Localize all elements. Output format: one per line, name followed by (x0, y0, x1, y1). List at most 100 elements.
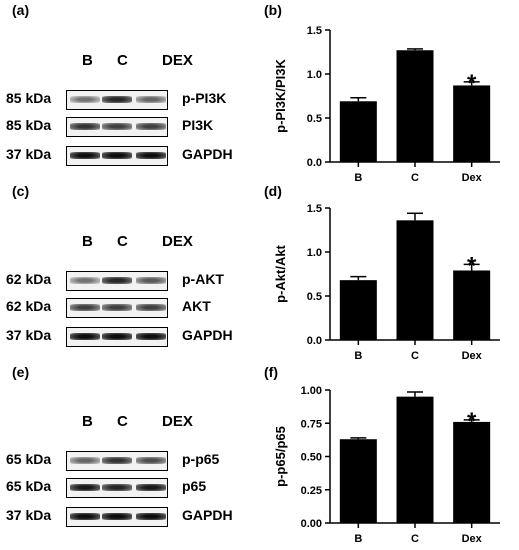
blot-band (102, 152, 132, 159)
blot-band (70, 123, 100, 130)
blot-band (70, 457, 100, 464)
bar (396, 50, 434, 162)
y-tick-label: 0.75 (301, 418, 322, 430)
blot-band (136, 457, 166, 464)
blot-band (70, 277, 100, 284)
significance-marker: * (467, 252, 477, 279)
protein-label: p65 (182, 478, 207, 494)
x-tick-label: Dex (462, 533, 483, 545)
bar (453, 85, 491, 162)
y-tick-label: 0.5 (307, 113, 322, 125)
blot-band (70, 484, 100, 491)
blot-band (102, 457, 132, 464)
blot-band (102, 484, 132, 491)
protein-label: p-p65 (182, 451, 220, 467)
panel-label-c: (c) (12, 183, 30, 199)
lane-label: C (117, 52, 128, 69)
x-tick-label: Dex (462, 350, 483, 362)
y-tick-label: 0.50 (301, 452, 322, 464)
y-tick-label: 0.5 (307, 291, 322, 303)
x-tick-label: B (354, 172, 362, 184)
blot-strip (66, 298, 168, 318)
blot-band (136, 333, 166, 340)
bar (339, 280, 377, 340)
significance-marker: * (467, 408, 477, 435)
protein-label: GAPDH (182, 327, 233, 343)
y-axis-label: p-PI3K/PI3K (273, 59, 288, 133)
blot-band (136, 484, 166, 491)
blot-strip (66, 90, 168, 110)
bar (339, 101, 377, 162)
blot-band (136, 304, 166, 311)
panel-label-f: (f) (264, 364, 278, 380)
y-tick-label: 0.00 (301, 518, 322, 530)
molecular-weight-label: 37 kDa (6, 327, 52, 343)
panel-label-b: (b) (264, 2, 282, 18)
y-axis-label: p-Akt/Akt (273, 244, 288, 302)
y-tick-label: 1.0 (307, 247, 322, 259)
blot-band (102, 96, 132, 103)
y-tick-label: 0.0 (307, 335, 322, 347)
blot-band (70, 333, 100, 340)
blot-strip (66, 117, 168, 137)
blot-strip (66, 146, 168, 166)
bar (396, 396, 434, 523)
bar (396, 220, 434, 340)
molecular-weight-label: 62 kDa (6, 271, 52, 287)
lane-label: C (117, 233, 128, 250)
blot-band (70, 304, 100, 311)
x-tick-label: C (411, 172, 419, 184)
protein-label: p-PI3K (182, 90, 227, 106)
lane-label: DEX (162, 413, 193, 430)
molecular-weight-label: 65 kDa (6, 478, 52, 494)
y-tick-label: 1.5 (307, 203, 322, 215)
y-tick-label: 1.5 (307, 25, 322, 37)
x-tick-label: C (411, 350, 419, 362)
molecular-weight-label: 62 kDa (6, 298, 52, 314)
blot-band (70, 152, 100, 159)
blot-band (136, 277, 166, 284)
lane-label: B (82, 413, 93, 430)
molecular-weight-label: 85 kDa (6, 117, 52, 133)
protein-label: p-AKT (182, 271, 224, 287)
protein-label: PI3K (182, 117, 214, 133)
x-tick-label: Dex (462, 172, 483, 184)
lane-label: C (117, 413, 128, 430)
x-tick-label: C (411, 533, 419, 545)
blot-band (102, 513, 132, 520)
blot-band (136, 152, 166, 159)
molecular-weight-label: 37 kDa (6, 507, 52, 523)
protein-label: GAPDH (182, 146, 233, 162)
blot-strip (66, 478, 168, 498)
bar (339, 439, 377, 523)
protein-label: AKT (182, 298, 211, 314)
panel-label-a: (a) (12, 2, 30, 18)
panel-label-e: (e) (12, 364, 30, 380)
molecular-weight-label: 65 kDa (6, 451, 52, 467)
blot-band (102, 277, 132, 284)
blot-band (136, 513, 166, 520)
y-tick-label: 0.0 (307, 157, 322, 169)
molecular-weight-label: 37 kDa (6, 146, 52, 162)
blot-band (70, 513, 100, 520)
y-tick-label: 0.25 (301, 485, 322, 497)
lane-label: B (82, 233, 93, 250)
blot-band (102, 123, 132, 130)
x-tick-label: B (354, 350, 362, 362)
bar (453, 270, 491, 340)
panel-label-d: (d) (264, 183, 282, 199)
molecular-weight-label: 85 kDa (6, 90, 52, 106)
blot-band (102, 304, 132, 311)
x-tick-label: B (354, 533, 362, 545)
blot-band (136, 123, 166, 130)
blot-band (136, 96, 166, 103)
y-tick-label: 1.00 (301, 385, 322, 397)
y-tick-label: 1.0 (307, 69, 322, 81)
blot-strip (66, 451, 168, 471)
bar (453, 421, 491, 523)
lane-label: DEX (162, 233, 193, 250)
blot-strip (66, 327, 168, 347)
blot-strip (66, 507, 168, 527)
blot-band (102, 333, 132, 340)
lane-label: B (82, 52, 93, 69)
